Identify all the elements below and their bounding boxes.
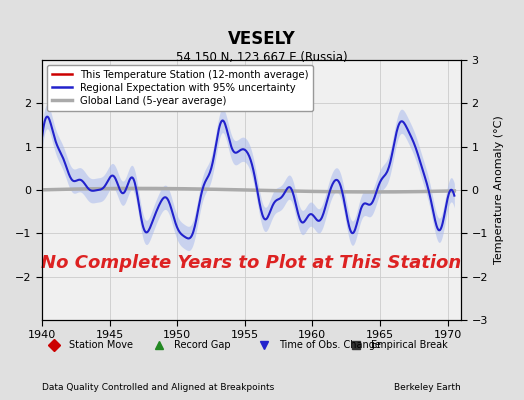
- Text: Empirical Break: Empirical Break: [371, 340, 447, 350]
- Legend: This Temperature Station (12-month average), Regional Expectation with 95% uncer: This Temperature Station (12-month avera…: [47, 65, 313, 111]
- Text: No Complete Years to Plot at This Station: No Complete Years to Plot at This Statio…: [41, 254, 462, 272]
- Y-axis label: Temperature Anomaly (°C): Temperature Anomaly (°C): [494, 116, 504, 264]
- Text: VESELY: VESELY: [228, 30, 296, 48]
- Text: Station Move: Station Move: [69, 340, 133, 350]
- Text: Record Gap: Record Gap: [174, 340, 231, 350]
- Text: Berkeley Earth: Berkeley Earth: [395, 383, 461, 392]
- Text: Time of Obs. Change: Time of Obs. Change: [279, 340, 380, 350]
- Text: Data Quality Controlled and Aligned at Breakpoints: Data Quality Controlled and Aligned at B…: [42, 383, 274, 392]
- Text: 54.150 N, 123.667 E (Russia): 54.150 N, 123.667 E (Russia): [176, 51, 348, 64]
